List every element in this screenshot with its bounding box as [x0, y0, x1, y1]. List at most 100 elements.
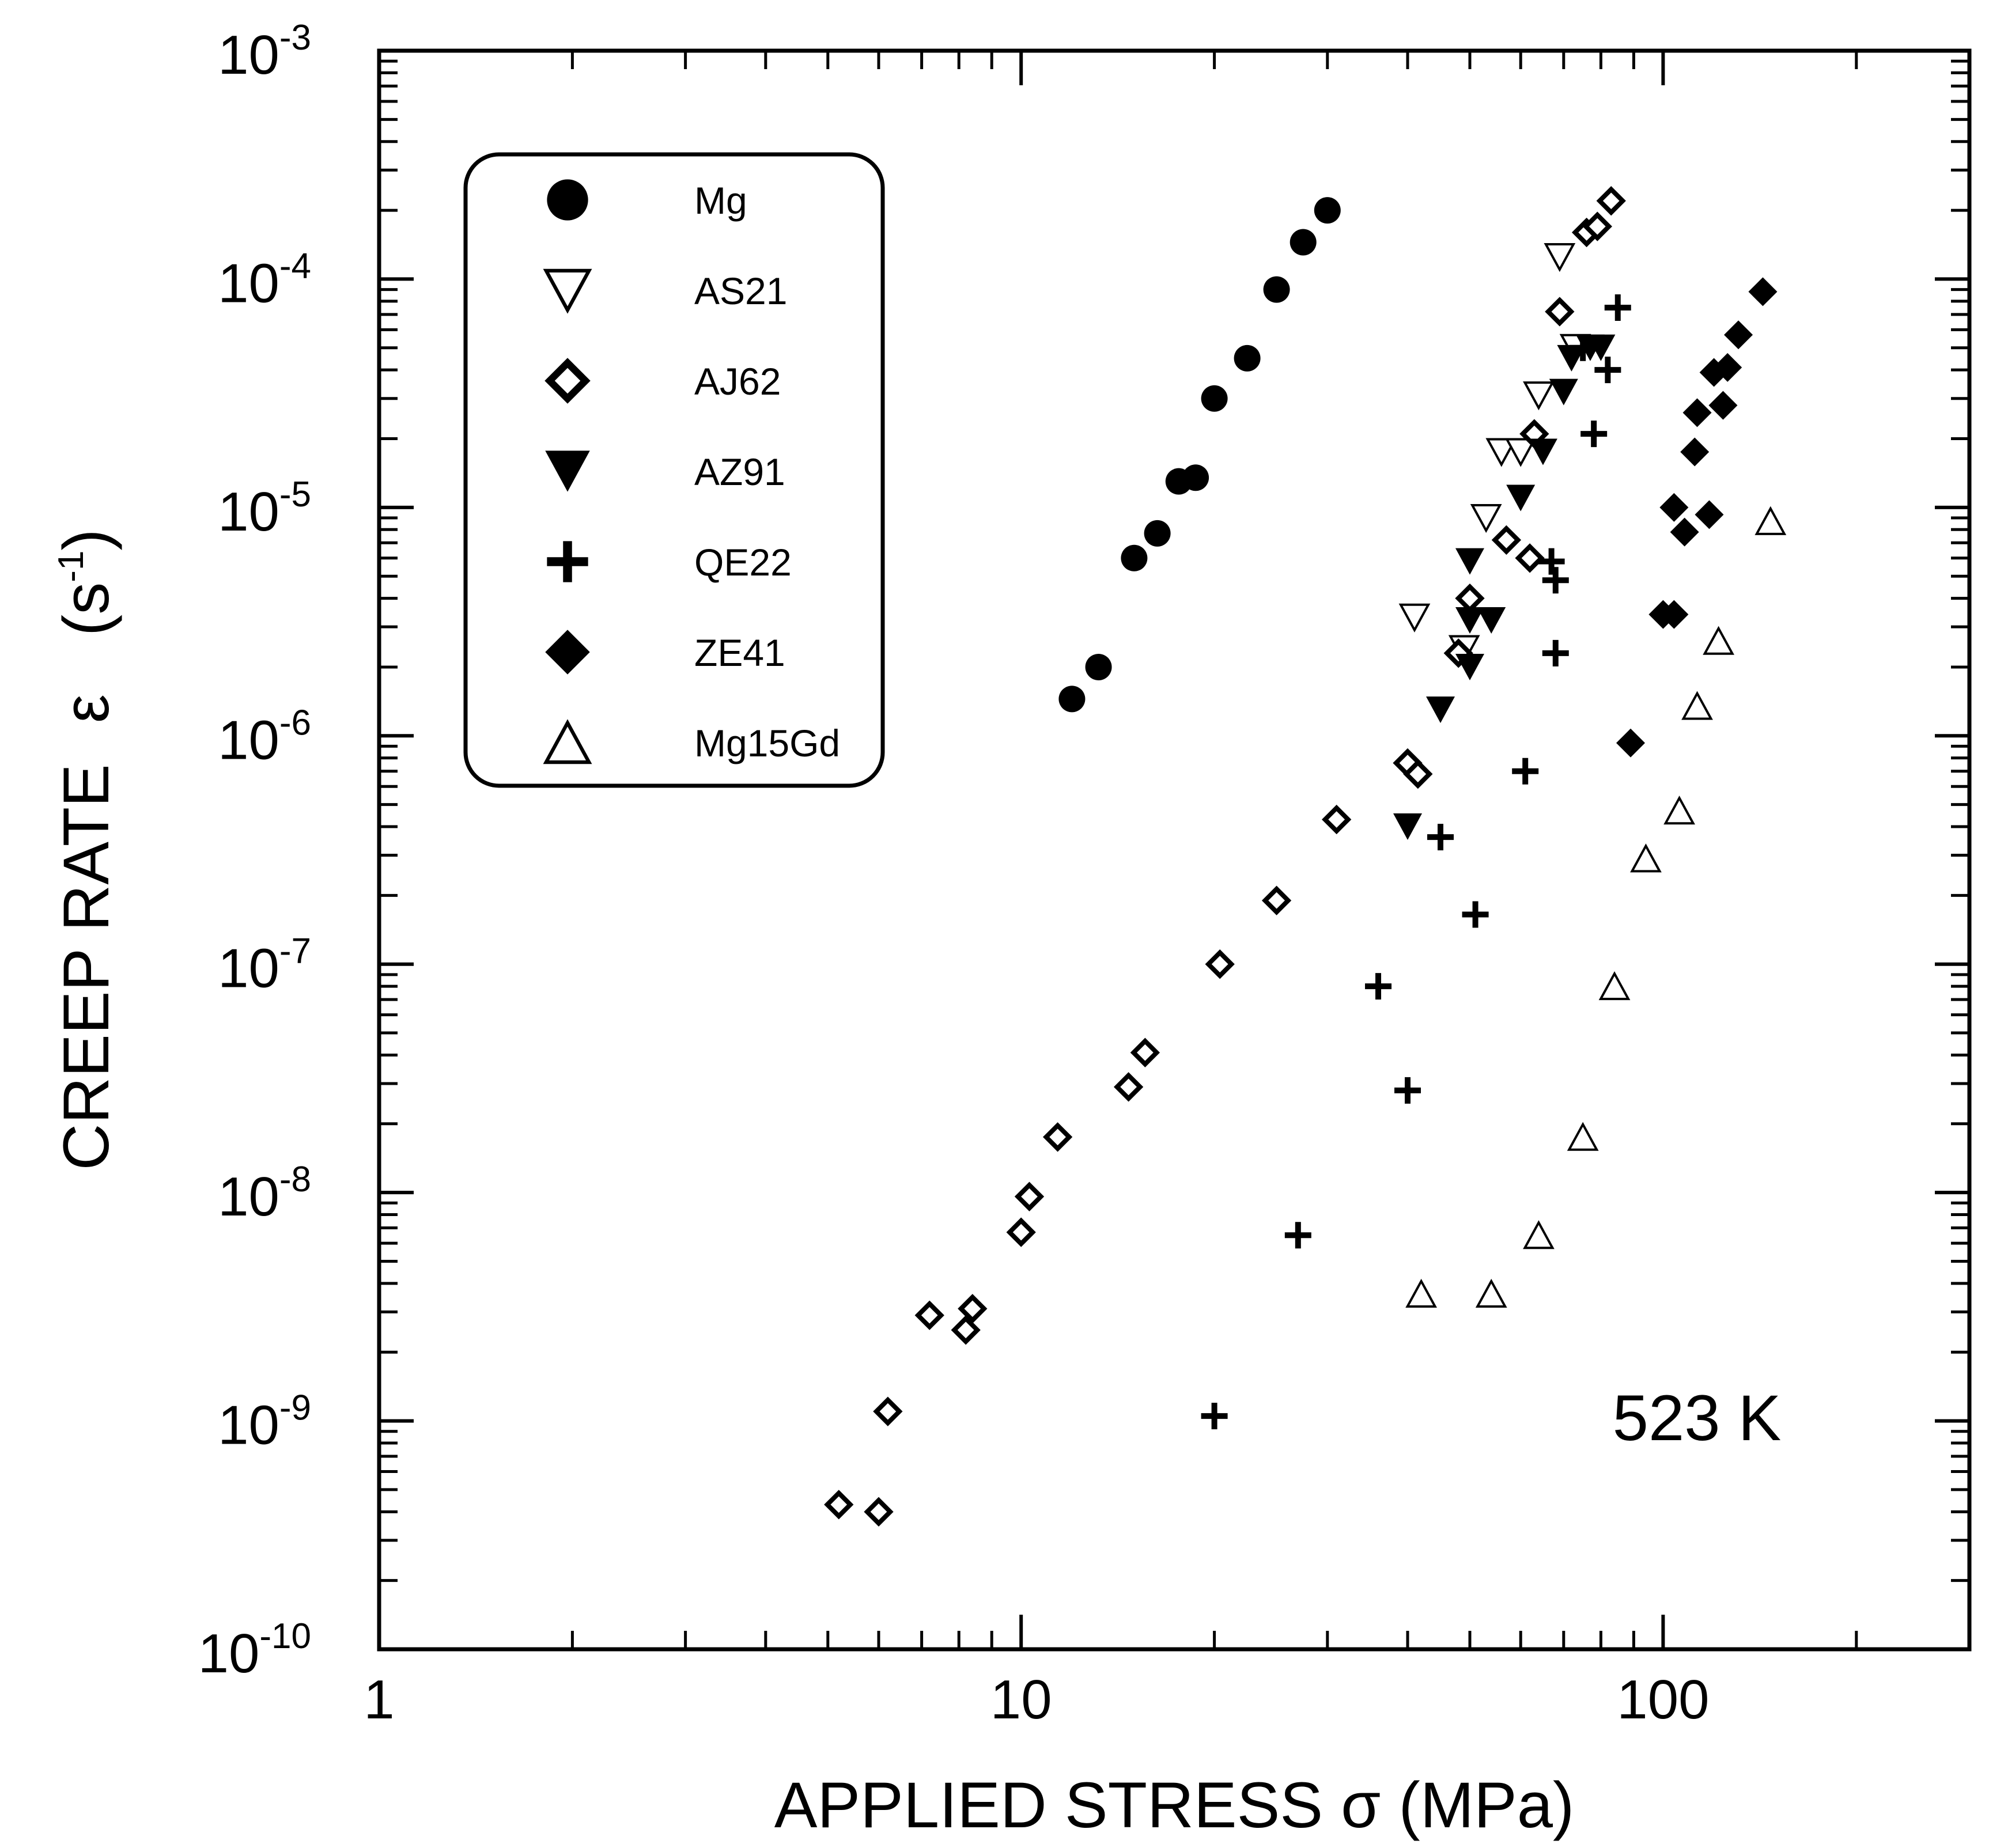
point-qe22 — [1462, 901, 1489, 928]
y-axis-title-symbol: ε — [50, 694, 122, 723]
point-mg15gd — [1405, 1278, 1437, 1308]
y-tick-labels: 10-10 10-9 10-8 10-7 10-6 10-5 10-4 10-3 — [198, 18, 311, 1684]
point-ze41 — [1713, 353, 1742, 382]
point-mg15gd — [1663, 796, 1695, 825]
point-as21 — [1470, 503, 1502, 533]
point-az91 — [1455, 607, 1484, 634]
y-tick-label: 10-3 — [218, 18, 311, 86]
legend-entry-qe22: QE22 — [547, 541, 792, 584]
y-tick-label: 10-6 — [218, 703, 311, 771]
point-mg — [1201, 385, 1228, 412]
point-mg — [1085, 653, 1112, 680]
legend-label: ZE41 — [694, 631, 785, 674]
point-aj62 — [824, 1490, 854, 1520]
point-mg15gd — [1754, 506, 1787, 535]
point-ze41 — [1670, 517, 1699, 547]
point-aj62 — [1403, 759, 1433, 789]
point-ze41 — [1616, 728, 1646, 758]
point-mg15gd — [1475, 1278, 1507, 1308]
plot-frame — [377, 48, 1972, 1652]
point-aj62 — [1205, 949, 1235, 979]
point-az91 — [1455, 653, 1484, 680]
point-mg — [1290, 229, 1317, 256]
x-tick-label: 1 — [364, 1669, 394, 1730]
legend: Mg AS21 AJ62 AZ91 QE22 ZE41 Mg15Gd — [463, 152, 885, 788]
legend-marker-mg15gd — [543, 719, 592, 764]
point-aj62 — [1491, 525, 1522, 555]
legend-entry-as21: AS21 — [543, 268, 787, 314]
y-tick-label: 10-8 — [218, 1160, 311, 1228]
y-tick-label: 10-7 — [218, 931, 311, 999]
point-qe22 — [1201, 1403, 1228, 1430]
y-axis-title-main: CREEP RATE — [50, 764, 122, 1170]
point-mg15gd — [1630, 843, 1662, 873]
point-qe22 — [1284, 1222, 1311, 1249]
y-tick-label: 10-4 — [218, 246, 311, 314]
legend-marker-as21 — [543, 268, 592, 314]
point-aj62 — [1596, 186, 1626, 216]
legend-marker-aj62 — [544, 358, 591, 404]
point-aj62 — [873, 1396, 903, 1426]
point-mg15gd — [1523, 1220, 1555, 1249]
legend-entries: Mg AS21 AJ62 AZ91 QE22 ZE41 Mg15Gd — [543, 179, 840, 764]
point-mg — [1263, 276, 1290, 303]
point-as21 — [1504, 438, 1537, 467]
legend-label: Mg15Gd — [694, 722, 840, 764]
point-mg — [1058, 686, 1086, 713]
y-tick-label: 10-10 — [198, 1616, 311, 1684]
point-as21 — [1544, 243, 1576, 272]
x-tick-label: 100 — [1617, 1669, 1709, 1730]
point-az91 — [1455, 548, 1484, 575]
legend-label: Mg — [694, 179, 747, 222]
legend-marker-qe22 — [547, 541, 588, 582]
point-aj62 — [864, 1497, 894, 1527]
point-mg15gd — [1598, 971, 1631, 1001]
point-as21 — [1398, 603, 1431, 633]
point-ze41 — [1708, 391, 1738, 420]
point-aj62 — [958, 1294, 988, 1324]
legend-label: AZ91 — [694, 450, 785, 493]
point-ze41 — [1659, 493, 1689, 522]
point-aj62 — [1545, 297, 1575, 327]
series-ze41 — [1616, 277, 1778, 758]
point-qe22 — [1570, 334, 1597, 361]
minor-ticks — [379, 51, 1971, 1649]
point-mg15gd — [1681, 691, 1713, 720]
legend-entry-mg: Mg — [547, 179, 747, 222]
point-qe22 — [1365, 973, 1392, 1000]
legend-entry-mg15gd: Mg15Gd — [543, 719, 840, 764]
series-mg — [1058, 197, 1341, 713]
point-az91 — [1586, 334, 1616, 361]
svg-text:CREEP RATE ε (s-1): CREEP RATE ε (s-1) — [50, 529, 122, 1170]
point-az91 — [1506, 484, 1536, 512]
y-tick-label: 10-9 — [218, 1388, 311, 1456]
point-mg — [1121, 544, 1148, 571]
point-qe22 — [1594, 357, 1621, 384]
point-as21 — [1523, 381, 1555, 411]
y-axis-title: CREEP RATE ε (s-1) — [50, 529, 122, 1170]
point-ze41 — [1748, 277, 1778, 306]
x-tick-labels: 1 10 100 — [364, 1669, 1709, 1730]
point-qe22 — [1427, 824, 1454, 851]
point-qe22 — [1512, 758, 1539, 785]
series-as21 — [1398, 243, 1591, 664]
point-aj62 — [951, 1315, 981, 1345]
point-qe22 — [1580, 421, 1608, 448]
point-aj62 — [1014, 1181, 1045, 1211]
point-aj62 — [914, 1300, 944, 1330]
point-qe22 — [1538, 548, 1565, 575]
series-mg15gd — [1405, 506, 1787, 1308]
y-axis-title-unit: (s — [50, 582, 122, 636]
point-ze41 — [1680, 437, 1710, 467]
point-as21 — [1485, 438, 1518, 467]
data-markers — [824, 186, 1787, 1527]
legend-label: QE22 — [694, 541, 792, 584]
legend-entry-aj62: AJ62 — [544, 358, 781, 404]
legend-marker-mg — [547, 179, 588, 221]
point-qe22 — [1542, 639, 1569, 667]
point-aj62 — [1006, 1217, 1036, 1247]
point-aj62 — [1515, 543, 1545, 573]
point-aj62 — [1322, 804, 1352, 835]
point-aj62 — [1582, 211, 1612, 241]
point-az91 — [1549, 378, 1578, 406]
